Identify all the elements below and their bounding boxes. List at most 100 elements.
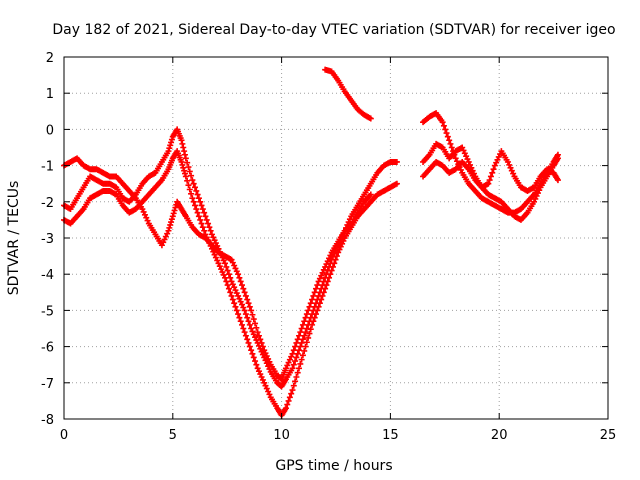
data-point — [299, 352, 306, 359]
data-point — [312, 285, 319, 292]
data-point — [285, 397, 292, 404]
data-point — [255, 332, 262, 339]
data-point — [554, 155, 561, 162]
data-point — [194, 191, 201, 198]
data-point — [170, 210, 177, 217]
data-point — [207, 227, 214, 234]
y-tick-label: -2 — [41, 196, 54, 211]
data-point — [489, 169, 496, 176]
data-point — [289, 350, 296, 357]
data-point — [233, 307, 240, 314]
data-point — [301, 347, 308, 354]
data-point — [225, 271, 232, 278]
data-point — [292, 343, 299, 350]
data-point — [326, 274, 333, 281]
data-point — [305, 307, 312, 314]
data-point — [168, 216, 175, 223]
data-point — [246, 321, 253, 328]
data-point — [190, 198, 197, 205]
data-point — [319, 292, 326, 299]
data-point — [165, 227, 172, 234]
data-point — [165, 148, 172, 155]
data-point — [168, 219, 175, 226]
data-point — [367, 115, 374, 122]
data-point — [299, 336, 306, 343]
data-point — [182, 173, 189, 180]
data-point — [235, 271, 242, 278]
data-point — [223, 263, 230, 270]
data-point — [185, 164, 192, 171]
data-point — [224, 282, 231, 289]
data-point — [191, 184, 198, 191]
x-tick-label: 5 — [169, 428, 177, 443]
y-tick-label: -8 — [41, 413, 54, 428]
data-point — [185, 182, 192, 189]
data-point — [182, 155, 189, 162]
data-point — [241, 289, 248, 296]
data-point — [311, 314, 318, 321]
data-point — [307, 300, 314, 307]
data-point — [442, 126, 449, 133]
x-tick-label: 15 — [382, 428, 399, 443]
data-point — [244, 296, 251, 303]
data-point — [282, 405, 289, 412]
data-point — [242, 311, 249, 318]
data-point — [202, 213, 209, 220]
data-point — [242, 292, 249, 299]
data-point — [322, 285, 329, 292]
data-point — [232, 303, 239, 310]
data-point — [228, 292, 235, 299]
data-point — [241, 329, 248, 336]
y-tick-label: -6 — [41, 341, 54, 356]
data-point — [306, 330, 313, 337]
data-point — [447, 140, 454, 147]
data-point — [224, 267, 231, 274]
data-point — [258, 339, 265, 346]
y-tick-label: 0 — [46, 123, 54, 138]
y-tick-label: 2 — [46, 51, 54, 66]
data-point — [296, 332, 303, 339]
data-point — [245, 300, 252, 307]
data-point — [294, 369, 301, 376]
data-point — [205, 220, 212, 227]
data-point — [320, 289, 327, 296]
x-tick-label: 20 — [491, 428, 508, 443]
data-point — [171, 207, 178, 214]
data-point — [440, 122, 447, 129]
data-point — [259, 343, 266, 350]
y-tick-label: 1 — [46, 87, 54, 102]
data-point — [306, 303, 313, 310]
data-point — [178, 158, 185, 165]
data-point — [318, 296, 325, 303]
data-point — [292, 378, 299, 385]
data-point — [297, 360, 304, 367]
data-point — [197, 216, 204, 223]
data-point — [311, 289, 318, 296]
data-point — [257, 336, 264, 343]
data-point — [198, 220, 205, 227]
y-tick-label: -4 — [41, 268, 54, 283]
x-tick-label: 25 — [600, 428, 617, 443]
data-point — [241, 307, 248, 314]
data-point — [249, 350, 256, 357]
data-point — [331, 260, 338, 267]
data-point — [393, 158, 400, 165]
data-point — [297, 343, 304, 350]
data-point — [188, 172, 195, 179]
data-point — [296, 347, 303, 354]
data-point — [302, 329, 309, 336]
data-point — [316, 300, 323, 307]
data-point — [206, 224, 213, 231]
data-point — [245, 318, 252, 325]
data-point — [168, 136, 175, 143]
data-point — [180, 164, 187, 171]
data-point — [444, 133, 451, 140]
data-point — [246, 303, 253, 310]
data-point — [191, 202, 198, 209]
data-point — [490, 166, 497, 173]
data-point — [203, 216, 210, 223]
grid — [64, 57, 608, 419]
data-point — [253, 324, 260, 331]
data-point — [290, 382, 297, 389]
data-point — [180, 144, 187, 151]
